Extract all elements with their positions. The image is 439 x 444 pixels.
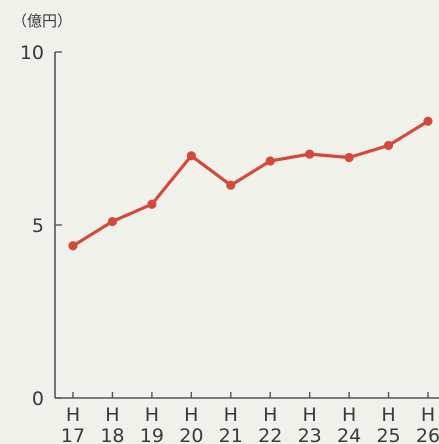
x-tick-era-label: H	[381, 404, 395, 426]
y-tick-label: 10	[20, 42, 44, 64]
data-point	[383, 140, 394, 151]
x-tick-year-label: 23	[298, 425, 322, 444]
x-tick-year-label: 24	[337, 425, 361, 444]
x-tick-year-label: 21	[219, 425, 243, 444]
x-tick-year-label: 25	[376, 425, 400, 444]
x-tick-era-label: H	[145, 404, 159, 426]
series-line	[71, 119, 430, 248]
data-point	[186, 151, 196, 161]
x-tick-era-label: H	[66, 404, 80, 426]
y-tick-labels: 0 5 10	[20, 42, 62, 410]
x-tick-year-label: 17	[61, 425, 85, 444]
x-tick-year-label: 26	[416, 425, 439, 444]
x-tick-year-label: 19	[140, 425, 164, 444]
x-tick-era-label: H	[184, 404, 198, 426]
data-point	[344, 152, 354, 163]
x-tick-era-label: H	[263, 404, 277, 426]
data-point	[265, 156, 275, 166]
x-tick-year-label: 20	[179, 425, 203, 444]
y-tick-label: 5	[32, 215, 44, 237]
x-tick-era-label: H	[421, 404, 435, 426]
data-point	[68, 241, 78, 251]
x-tick-year-label: 22	[258, 425, 282, 444]
x-tick-era-label: H	[105, 404, 119, 426]
data-point	[305, 149, 315, 159]
x-tick-era-label: H	[303, 404, 317, 426]
x-tick-year-label: 18	[100, 425, 124, 444]
y-unit-label: （億円）	[12, 12, 72, 30]
data-point	[107, 216, 118, 227]
data-point	[147, 199, 157, 209]
data-point	[423, 116, 433, 126]
x-tick-era-label: H	[224, 404, 238, 426]
series-line-group	[68, 116, 433, 251]
data-point	[226, 180, 236, 190]
y-tick-label: 0	[32, 388, 44, 410]
x-tick-era-label: H	[342, 404, 356, 426]
